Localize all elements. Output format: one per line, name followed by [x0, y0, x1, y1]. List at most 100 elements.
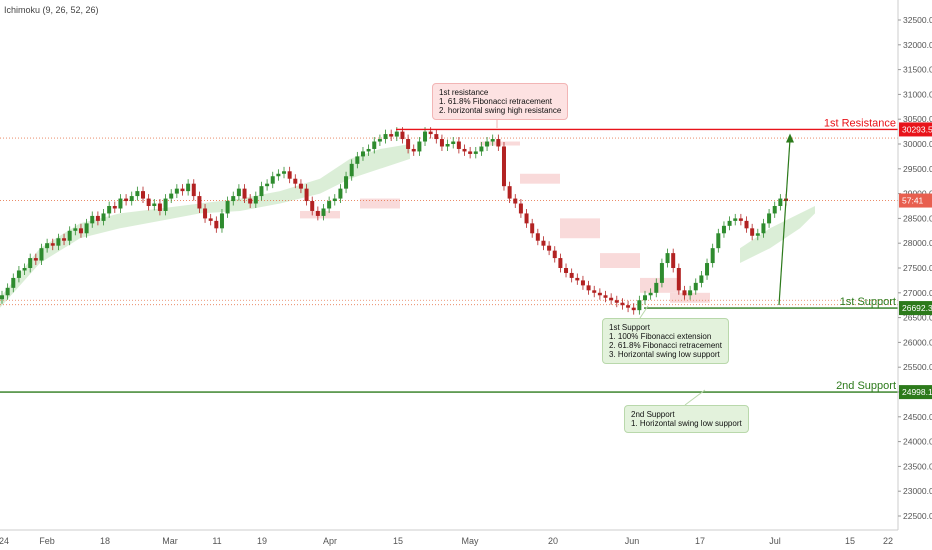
candle-body: [524, 213, 529, 224]
candle-body: [541, 240, 546, 246]
candle-body: [372, 141, 377, 149]
candle-body: [665, 253, 670, 264]
candle-body: [298, 183, 303, 189]
y-tick-label: 30500.0: [903, 114, 932, 124]
indicator-label: Ichimoku (9, 26, 52, 26): [4, 5, 99, 15]
support2-callout: 2nd Support 1. Horizontal swing low supp…: [624, 405, 749, 433]
ichimoku-cloud-bearish: [360, 198, 400, 209]
y-tick-label: 27000.0: [903, 288, 932, 298]
candle-body: [535, 233, 540, 241]
callout-line: 1. 61.8% Fibonacci retracement: [439, 97, 552, 106]
candle-body: [163, 198, 168, 211]
candle-body: [169, 193, 174, 199]
candle-body: [56, 238, 61, 246]
y-tick-label: 24000.0: [903, 437, 932, 447]
candle-body: [129, 196, 134, 202]
candle-body: [236, 188, 241, 197]
candle-body: [592, 290, 597, 293]
y-tick-label: 26500.0: [903, 313, 932, 323]
candle-body: [761, 223, 766, 234]
callout-line: 1. 100% Fibonacci extension: [609, 332, 712, 341]
candle-body: [423, 131, 428, 142]
candle-body: [73, 228, 78, 231]
candle-body: [642, 295, 647, 301]
candle-body: [614, 300, 619, 303]
candle-body: [197, 196, 202, 209]
candle-body: [366, 148, 371, 152]
candle-body: [744, 220, 749, 229]
candle-body: [101, 213, 106, 221]
candle-body: [496, 139, 501, 147]
candle-body: [569, 272, 574, 278]
candle-body: [456, 141, 461, 149]
candle-body: [671, 253, 676, 268]
resistance-price-badge-bg: [899, 122, 932, 137]
candle-body: [321, 208, 326, 216]
candle-body: [203, 208, 208, 219]
candle-body: [5, 287, 10, 296]
target-arrow-head: [786, 133, 794, 143]
candle-body: [767, 213, 772, 224]
ichimoku-cloud-bearish: [600, 253, 640, 268]
candle-body: [180, 188, 185, 192]
candle-body: [705, 263, 710, 276]
candle-body: [586, 285, 591, 291]
callout-pointer: [639, 305, 649, 319]
candle-body: [146, 198, 151, 206]
y-tick-label: 29500.0: [903, 164, 932, 174]
candle-body: [389, 134, 394, 137]
callout-line: 3. Horizontal swing low support: [609, 350, 720, 359]
candle-body: [141, 191, 146, 199]
candle-body: [755, 233, 760, 236]
candle-body: [50, 243, 55, 246]
resistance-price-badge: 30293.5: [902, 124, 932, 134]
candle-body: [682, 290, 687, 296]
y-tick-label: 22500.0: [903, 511, 932, 521]
candle-body: [355, 156, 360, 164]
candle-body: [547, 245, 552, 251]
candle-body: [360, 151, 365, 157]
target-arrow-line: [778, 139, 791, 306]
x-tick-label: Jul: [769, 536, 781, 546]
current-price-badge-bg: [899, 193, 932, 208]
candle-body: [580, 280, 585, 286]
candle-body: [439, 139, 444, 147]
y-tick-label: 28000.0: [903, 238, 932, 248]
callout-line: 1st resistance: [439, 88, 489, 97]
y-tick-label: 23000.0: [903, 486, 932, 496]
candle-body: [282, 171, 287, 174]
x-tick-label: Jun: [625, 536, 640, 546]
current-price-badge: 57:41: [902, 196, 924, 206]
candle-body: [637, 300, 642, 311]
candle-body: [338, 188, 343, 199]
support2-price-badge: 24998.1: [902, 387, 932, 397]
candle-body: [124, 198, 129, 202]
candle-body: [327, 201, 332, 209]
x-tick-label: 15: [845, 536, 855, 546]
candle-body: [242, 188, 247, 199]
candle-body: [507, 186, 512, 199]
candle-body: [16, 270, 21, 278]
candle-body: [253, 196, 258, 204]
candle-body: [107, 206, 112, 214]
x-tick-label: 24: [0, 536, 9, 546]
candle-body: [349, 163, 354, 177]
level-name: 2nd Support: [836, 380, 896, 392]
candle-body: [118, 198, 123, 209]
candle-body: [626, 305, 631, 308]
ichimoku-cloud-bullish: [740, 206, 815, 263]
candle-body: [468, 151, 473, 154]
candle-body: [513, 198, 518, 204]
x-tick-label: 17: [695, 536, 705, 546]
candle-body: [62, 238, 67, 241]
candle-body: [28, 258, 33, 268]
candle-body: [733, 218, 738, 221]
candle-body: [191, 183, 196, 197]
candle-body: [112, 206, 117, 209]
candle-body: [428, 131, 433, 135]
candle-body: [631, 307, 636, 311]
candle-body: [248, 198, 253, 204]
candle-body: [394, 131, 399, 137]
y-tick-label: 28500.0: [903, 213, 932, 223]
candle-body: [411, 148, 416, 152]
